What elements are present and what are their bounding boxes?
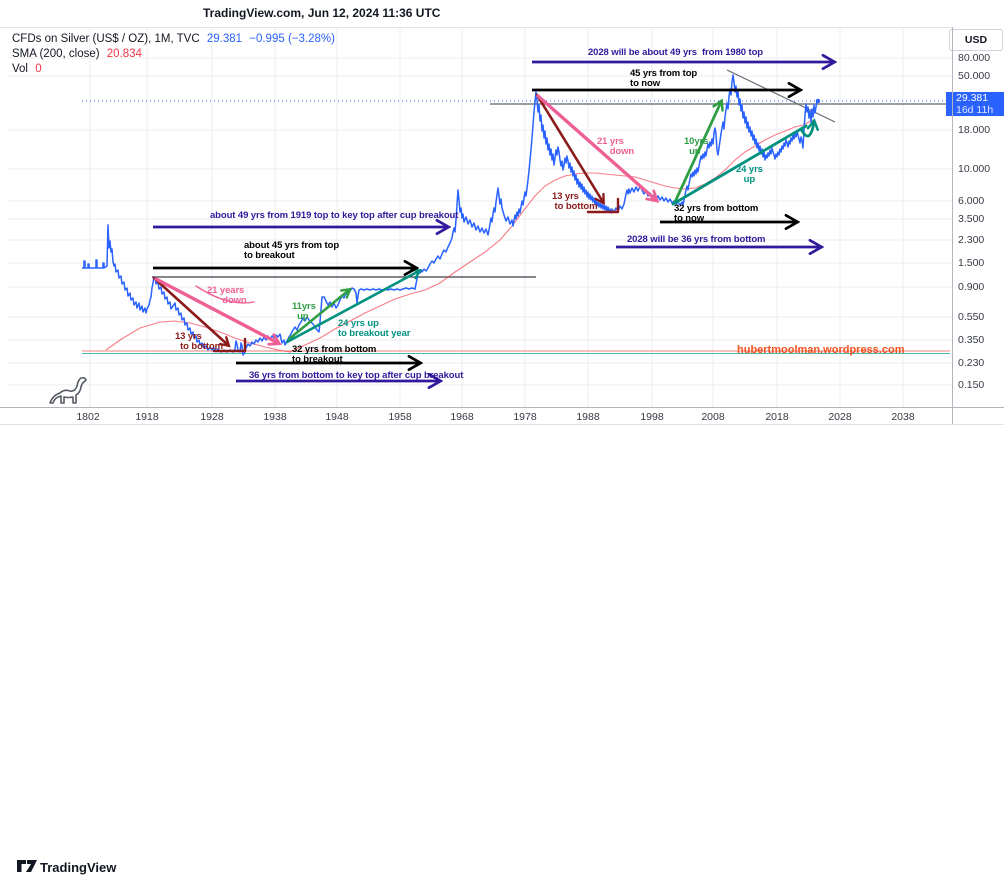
legend-vol-row[interactable]: Vol 0 bbox=[12, 62, 339, 77]
footer-bar: TradingView bbox=[0, 425, 1004, 875]
last-price-value: 29.381 bbox=[956, 92, 989, 104]
pane-bottom-border bbox=[0, 407, 1004, 408]
time-tick: 1918 bbox=[135, 411, 159, 423]
annotation-21years-down-left[interactable]: 21 years down bbox=[207, 285, 247, 306]
time-tick: 1802 bbox=[76, 411, 100, 423]
price-tick: 0.550 bbox=[958, 311, 985, 323]
time-tick: 1958 bbox=[388, 411, 412, 423]
price-change: −0.995 (−3.28%) bbox=[249, 33, 335, 45]
annotation-10yrs-up[interactable]: 10yrs up bbox=[684, 136, 709, 157]
currency-label: USD bbox=[964, 34, 988, 46]
price-tick: 0.350 bbox=[958, 334, 985, 346]
annotation-32yrs-bottom-breakout[interactable]: 32 yrs from bottom to breakout bbox=[292, 344, 377, 365]
footer-separator bbox=[0, 424, 1004, 425]
page-header: TradingView.com, Jun 12, 2024 11:36 UTC bbox=[0, 0, 1004, 26]
site-watermark: hubertmoolman.wordpress.com bbox=[737, 344, 905, 356]
annotation-45yrs-top-to-breakout[interactable]: about 45 yrs from top to breakout bbox=[244, 240, 340, 261]
legend: CFDs on Silver (US$ / OZ), 1M, TVC 29.38… bbox=[12, 32, 339, 77]
time-tick: 1938 bbox=[263, 411, 287, 423]
price-tick: 50.000 bbox=[958, 70, 991, 82]
time-tick: 2008 bbox=[701, 411, 725, 423]
last-price: 29.381 bbox=[206, 33, 243, 45]
annotation-49yrs-1919-top[interactable]: about 49 yrs from 1919 top to key top af… bbox=[210, 210, 459, 221]
price-tick: 3.500 bbox=[958, 213, 985, 225]
annotation-45yrs-top-to-now[interactable]: 45 yrs from top to now bbox=[630, 68, 698, 89]
legend-symbol-row[interactable]: CFDs on Silver (US$ / OZ), 1M, TVC 29.38… bbox=[12, 32, 339, 47]
annotation-32yrs-bottom-now[interactable]: 32 yrs from bottom to now bbox=[674, 203, 759, 224]
time-tick: 1948 bbox=[325, 411, 349, 423]
page-title: TradingView.com, Jun 12, 2024 11:36 UTC bbox=[203, 6, 441, 20]
price-tick: 0.150 bbox=[958, 379, 985, 391]
last-price-box: 29.381 16d 11h bbox=[946, 92, 1004, 116]
pane-right-border bbox=[952, 27, 953, 424]
price-tick: 18.000 bbox=[958, 124, 991, 136]
currency-button[interactable]: USD bbox=[949, 29, 1003, 51]
time-tick: 1968 bbox=[450, 411, 474, 423]
time-tick: 2028 bbox=[828, 411, 852, 423]
vol-value: 0 bbox=[35, 63, 42, 75]
price-tick: 0.900 bbox=[958, 281, 985, 293]
time-tick: 2038 bbox=[891, 411, 915, 423]
price-tick: 0.230 bbox=[958, 357, 985, 369]
time-tick: 1988 bbox=[576, 411, 600, 423]
sma-value: 20.834 bbox=[106, 48, 142, 60]
sma-label[interactable]: SMA (200, close) bbox=[12, 48, 100, 60]
time-tick: 1978 bbox=[513, 411, 537, 423]
annotation-21yrs-down-right[interactable]: 21 yrs down bbox=[597, 136, 635, 157]
annotation-13yrs-bottom-left[interactable]: 13 yrs to bottom bbox=[175, 331, 223, 352]
tradingview-logo-icon[interactable] bbox=[16, 858, 38, 874]
annotation-11yrs-up[interactable]: 11yrs up bbox=[292, 301, 316, 322]
annotation-36yrs-bottom-keytop[interactable]: 36 yrs from bottom to key top after cup … bbox=[249, 370, 464, 381]
price-tick: 80.000 bbox=[958, 52, 991, 64]
bar-countdown: 16d 11h bbox=[956, 104, 994, 116]
legend-sma-row[interactable]: SMA (200, close) 20.834 bbox=[12, 47, 339, 62]
vol-label[interactable]: Vol bbox=[12, 63, 28, 75]
time-tick: 2018 bbox=[765, 411, 789, 423]
price-tick: 10.000 bbox=[958, 163, 991, 175]
tradingview-brand[interactable]: TradingView bbox=[40, 860, 117, 875]
price-tick: 1.500 bbox=[958, 257, 985, 269]
price-tick: 6.000 bbox=[958, 195, 985, 207]
time-tick: 1998 bbox=[640, 411, 664, 423]
price-tick: 2.300 bbox=[958, 234, 985, 246]
annotation-24yrs-up-right[interactable]: 24 yrs up bbox=[736, 164, 763, 185]
annotation-2028-36yrs-bottom[interactable]: 2028 will be 36 yrs from bottom bbox=[627, 234, 766, 245]
annotation-24yrs-up-breakout[interactable]: 24 yrs up to breakout year bbox=[338, 318, 411, 339]
annotation-49yrs-1980-top[interactable]: 2028 will be about 49 yrs from 1980 top bbox=[588, 47, 763, 58]
annotation-13yrs-bottom-right[interactable]: 13 yrs to bottom bbox=[552, 191, 598, 212]
symbol-title[interactable]: CFDs on Silver (US$ / OZ), 1M, TVC bbox=[12, 33, 200, 45]
time-tick: 1928 bbox=[200, 411, 224, 423]
